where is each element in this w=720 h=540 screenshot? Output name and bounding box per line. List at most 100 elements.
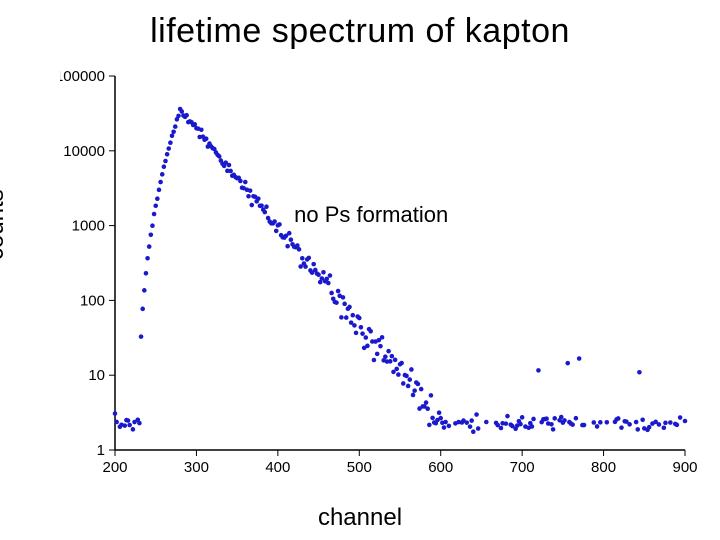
data-point (468, 424, 473, 429)
y-tick-label: 100000 (60, 68, 105, 85)
x-tick-label: 800 (591, 459, 616, 476)
data-point (574, 416, 579, 421)
data-point (316, 272, 321, 277)
data-point (409, 367, 414, 372)
data-point (354, 331, 359, 336)
data-point (378, 344, 383, 349)
data-point (199, 127, 204, 132)
y-tick-label: 100 (80, 292, 105, 309)
data-point (150, 223, 155, 228)
data-point (246, 194, 251, 199)
data-point (250, 203, 255, 208)
data-point (300, 256, 305, 261)
data-point (668, 420, 673, 425)
data-point (364, 335, 369, 340)
data-point (166, 146, 171, 151)
y-tick-label: 10000 (63, 143, 105, 160)
data-point (307, 256, 312, 261)
data-point (464, 420, 469, 425)
data-point (471, 429, 476, 434)
data-point (114, 420, 119, 425)
data-point (297, 247, 302, 252)
data-point (598, 420, 603, 425)
data-point (406, 384, 411, 389)
data-point (324, 277, 329, 282)
data-point (536, 368, 541, 373)
data-point (425, 406, 430, 411)
data-point (518, 422, 523, 427)
data-point (152, 212, 157, 217)
data-point (274, 229, 279, 234)
data-point (372, 358, 377, 363)
data-point (227, 163, 232, 168)
data-point (256, 196, 261, 201)
data-point (350, 313, 355, 318)
y-tick-label: 1 (97, 442, 105, 459)
data-point (499, 426, 504, 431)
data-point (424, 400, 429, 405)
data-point (334, 300, 339, 305)
data-point (321, 270, 326, 275)
data-point (570, 422, 575, 427)
data-point (662, 425, 667, 430)
x-tick-label: 200 (102, 459, 127, 476)
data-point (272, 219, 277, 224)
data-point (634, 420, 639, 425)
data-point (360, 331, 365, 336)
data-point (163, 159, 168, 164)
data-point (582, 423, 587, 428)
data-point (193, 122, 198, 127)
data-point (419, 387, 424, 392)
data-point (217, 154, 222, 159)
data-point (339, 315, 344, 320)
data-point (336, 289, 341, 294)
data-point (399, 361, 404, 366)
data-point (162, 164, 167, 169)
data-point (551, 427, 556, 432)
data-point (259, 203, 264, 208)
data-point (137, 421, 142, 426)
data-point (427, 423, 432, 428)
data-point (505, 414, 510, 419)
data-point (160, 172, 165, 177)
data-point (635, 427, 640, 432)
data-point (447, 424, 452, 429)
x-tick-label: 500 (347, 459, 372, 476)
data-point (289, 237, 294, 242)
data-point (531, 417, 536, 422)
data-point (158, 180, 163, 185)
data-point (155, 196, 160, 201)
data-point (411, 393, 416, 398)
data-point (675, 423, 680, 428)
data-point (393, 358, 398, 363)
data-point (619, 425, 624, 430)
data-point (248, 188, 253, 193)
data-point (396, 372, 401, 377)
data-point (184, 113, 189, 118)
data-point (122, 423, 127, 428)
data-point (126, 418, 131, 423)
data-point (285, 244, 290, 249)
data-point (347, 305, 352, 310)
data-point (168, 140, 173, 145)
data-point (474, 412, 479, 417)
data-point (401, 381, 406, 386)
data-point (469, 418, 474, 423)
data-point (173, 124, 178, 129)
data-point (429, 393, 434, 398)
data-point (157, 188, 162, 193)
data-point (127, 423, 132, 428)
data-point (663, 421, 668, 426)
data-point (549, 422, 554, 427)
x-tick-label: 400 (265, 459, 290, 476)
x-tick-label: 900 (672, 459, 697, 476)
data-point (170, 133, 175, 138)
data-point (359, 325, 364, 330)
data-point (142, 288, 147, 293)
data-point (328, 273, 333, 278)
data-point (637, 370, 642, 375)
data-point (437, 410, 442, 415)
data-point (263, 210, 268, 215)
data-point (303, 264, 308, 269)
data-point (149, 233, 154, 238)
